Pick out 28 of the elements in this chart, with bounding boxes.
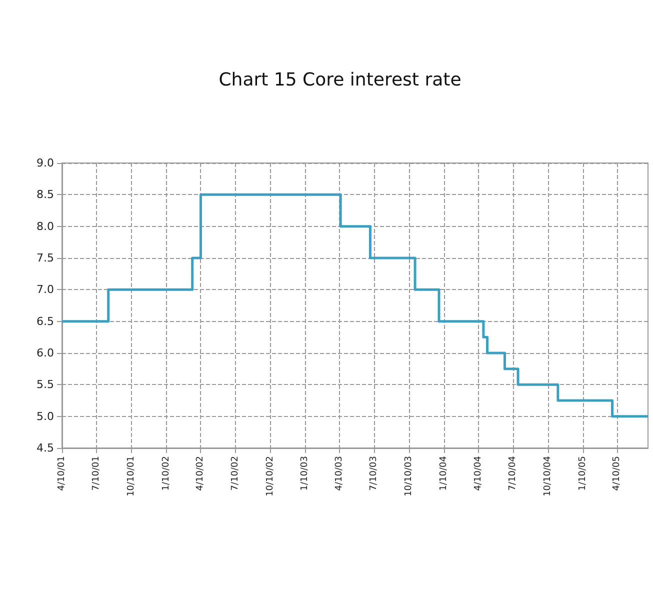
y-tick-label: 8.0 [36,220,54,233]
y-tick-label: 5.5 [36,378,54,392]
x-tick-label: 1/10/03 [300,456,310,491]
x-tick-label: 4/10/01 [57,456,67,491]
x-tick-label: 4/10/02 [196,456,206,491]
y-tick-label: 4.5 [36,442,54,454]
x-tick-label: 4/10/05 [612,456,622,491]
x-tick-label: 7/10/03 [369,456,379,491]
y-tick-label: 8.5 [36,188,54,202]
x-tick-label: 10/10/04 [543,456,554,496]
x-tick-label: 1/10/04 [438,456,449,491]
x-tick-label: 10/10/02 [265,456,276,496]
x-tick-label: 7/10/04 [508,456,518,491]
x-tick-label: 1/10/02 [162,456,172,491]
chart-title: Chart 15 Core interest rate [218,70,462,90]
x-tick-label: 4/10/03 [334,456,344,491]
x-tick-label: 7/10/01 [92,456,102,491]
y-tick-label: 7.0 [36,283,54,296]
x-tick-label: 10/10/01 [126,456,137,496]
y-tick-label: 7.5 [36,252,54,264]
x-tick-label: 1/10/05 [578,456,588,491]
x-tick-label: 4/10/04 [474,456,484,491]
y-tick-label: 9.0 [36,156,54,170]
x-tick-label: 7/10/02 [230,456,240,491]
y-tick-label: 6.5 [36,314,54,328]
x-tick-label: 10/10/03 [404,456,414,496]
y-tick-label: 5.0 [36,410,54,423]
y-tick-label: 6.0 [36,346,54,360]
